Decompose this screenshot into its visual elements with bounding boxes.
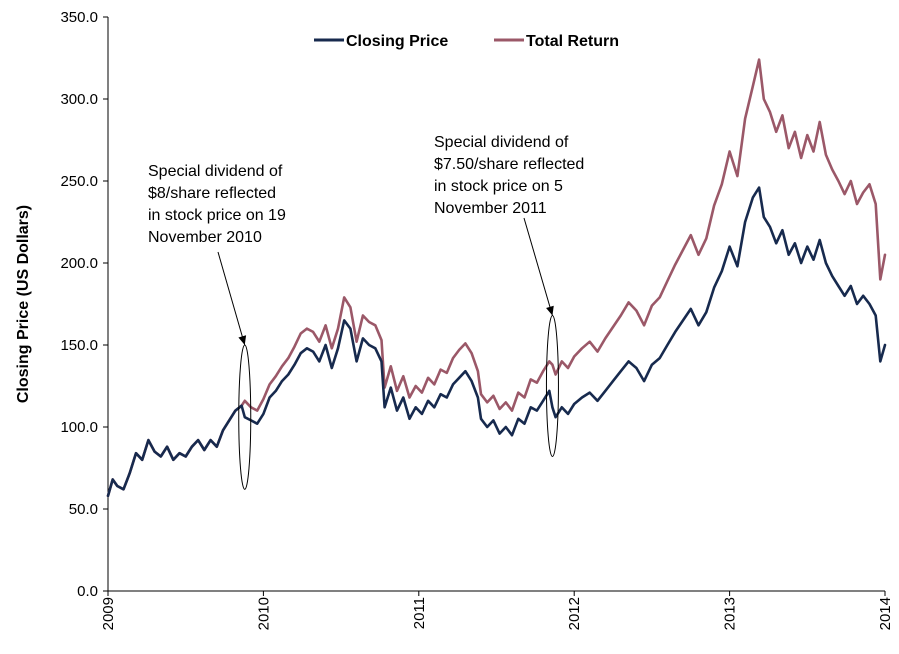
- y-tick-label: 300.0: [60, 91, 98, 108]
- annotation-arrowhead: [546, 305, 554, 316]
- series-line-total-return: [106, 58, 887, 498]
- annotation-ellipse: [545, 314, 559, 458]
- x-tick-label: 2011: [411, 597, 428, 629]
- x-axis-ticks: 2009 2010 2011 2012 2013 2014: [100, 591, 894, 630]
- y-tick-label: 250.0: [60, 173, 98, 190]
- y-tick-label: 200.0: [60, 255, 98, 272]
- y-tick-label: 100.0: [60, 419, 98, 436]
- annotation-text: November 2010: [148, 229, 262, 246]
- annotation-arrow-line: [523, 217, 553, 316]
- y-tick-label: 50.0: [69, 501, 98, 518]
- annotations: Special dividend of $8/share reflected in …: [148, 134, 584, 490]
- x-tick-label: 2013: [722, 597, 739, 630]
- legend-label: Closing Price: [346, 33, 448, 50]
- series-line-closing-price: [106, 186, 887, 498]
- annotation-arrowhead: [238, 335, 247, 345]
- y-tick-label: 350.0: [60, 9, 98, 26]
- annotation-text: in stock price on 19: [148, 207, 286, 224]
- axes: [107, 17, 885, 592]
- annotation-text: Special dividend of: [434, 134, 569, 151]
- annotation-text: in stock price on 5: [434, 178, 563, 195]
- x-tick-label: 2009: [100, 597, 117, 630]
- annotation-text: November 2011: [434, 200, 547, 217]
- series-layer: [106, 58, 887, 498]
- x-tick-label: 2014: [877, 597, 894, 630]
- legend: Closing Price Total Return: [314, 33, 619, 50]
- annotation-text: Special dividend of: [148, 163, 283, 180]
- y-tick-label: 150.0: [60, 337, 98, 354]
- x-tick-label: 2012: [566, 597, 583, 630]
- annotation-arrow-line: [217, 251, 246, 346]
- legend-label: Total Return: [526, 33, 619, 50]
- y-tick-label: 0.0: [77, 583, 98, 600]
- y-axis-ticks: 0.0 50.0 100.0 150.0 200.0 250.0 300.0 350.0: [60, 9, 108, 600]
- annotation-text: $7.50/share reflected: [434, 156, 584, 173]
- annotation-text: $8/share reflected: [148, 185, 276, 202]
- x-tick-label: 2010: [255, 597, 272, 630]
- y-axis-label: Closing Price (US Dollars): [15, 205, 32, 403]
